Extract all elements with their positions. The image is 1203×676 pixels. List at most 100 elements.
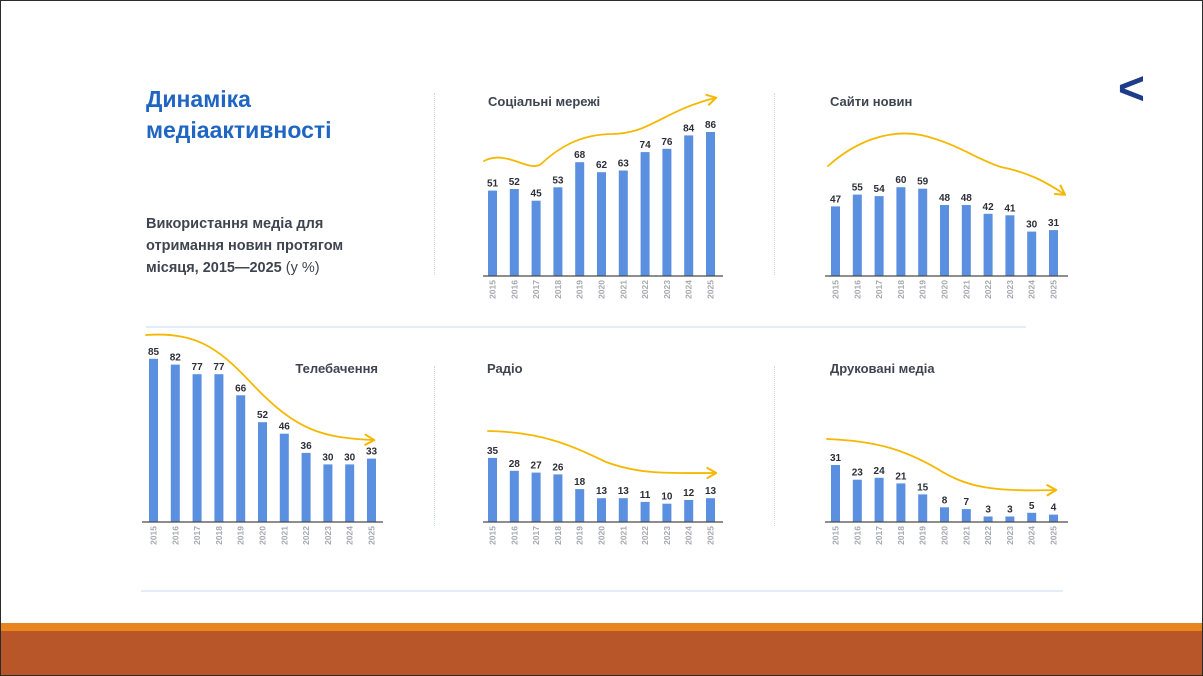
subtitle-unit: (у %)	[281, 260, 320, 276]
data-label-2021: 63	[618, 159, 630, 170]
data-label-2024: 5	[1029, 501, 1035, 512]
data-label-2023: 41	[1004, 203, 1016, 214]
bar-2021	[618, 170, 628, 276]
tick-label-2015: 2015	[488, 526, 498, 545]
tick-label-2015: 2015	[831, 526, 841, 545]
bar-2023	[662, 148, 672, 276]
data-label-2018: 21	[895, 471, 907, 482]
data-label-2017: 24	[874, 466, 886, 477]
bar-2025	[1049, 514, 1058, 522]
bar-2018	[553, 187, 563, 276]
tick-label-2025: 2025	[367, 526, 377, 545]
tick-label-2024: 2024	[345, 526, 355, 545]
data-label-2018: 77	[213, 362, 225, 373]
bar-2019	[575, 162, 585, 276]
tick-label-2017: 2017	[192, 526, 202, 545]
bar-2020	[597, 172, 606, 276]
data-label-2019: 15	[917, 482, 929, 493]
divider-vertical-4	[774, 366, 775, 526]
tick-label-2023: 2023	[1005, 280, 1015, 299]
tick-label-2019: 2019	[918, 526, 928, 545]
tick-label-2016: 2016	[509, 280, 519, 299]
trend-arrow	[483, 93, 718, 167]
bar-2024	[1027, 231, 1037, 276]
data-label-2019: 18	[574, 477, 586, 488]
data-label-2019: 66	[235, 383, 247, 394]
bar-2019	[575, 489, 585, 522]
tick-label-2015: 2015	[488, 280, 498, 299]
data-label-2025: 13	[705, 486, 717, 497]
bar-2018	[896, 483, 906, 522]
tick-label-2020: 2020	[940, 526, 950, 545]
tick-label-2023: 2023	[662, 280, 672, 299]
previous-slide-icon[interactable]: <	[1118, 62, 1145, 114]
chart-print-media: Друковані медіа 31 2015 23 2016 24 2017 21 2018 1…	[825, 361, 1068, 545]
tick-label-2023: 2023	[1005, 526, 1015, 545]
tick-label-2021: 2021	[961, 526, 971, 545]
chart-social-media: Соціальні мережі 51 2015 52 2016 45 2017 53 2018…	[483, 93, 723, 299]
tick-label-2018: 2018	[553, 280, 563, 299]
tick-label-2022: 2022	[301, 526, 311, 545]
data-label-2023: 76	[661, 137, 673, 148]
data-label-2025: 33	[366, 447, 378, 458]
data-label-2022: 42	[983, 202, 995, 213]
bar-2023	[1005, 215, 1015, 276]
title-line-1: Динаміка	[146, 86, 251, 112]
divider-vertical-1	[434, 93, 435, 275]
bar-2017	[531, 472, 541, 522]
bar-2017	[874, 196, 884, 276]
tick-label-2016: 2016	[852, 280, 862, 299]
tick-label-2025: 2025	[1049, 280, 1059, 299]
subtitle-line-2: отримання новин протягом	[146, 238, 344, 254]
tick-label-2021: 2021	[618, 280, 628, 299]
tick-label-2019: 2019	[236, 526, 246, 545]
bar-2025	[367, 458, 376, 522]
bar-2021	[961, 205, 971, 276]
bar-2021	[961, 509, 971, 522]
tick-label-2021: 2021	[961, 280, 971, 299]
bar-2023	[662, 503, 672, 522]
bar-2017	[531, 200, 541, 276]
tick-label-2024: 2024	[1027, 526, 1037, 545]
chart-title-print-media: Друковані медіа	[830, 361, 935, 376]
tick-label-2019: 2019	[575, 280, 585, 299]
tick-label-2016: 2016	[852, 526, 862, 545]
bar-2016	[509, 470, 519, 522]
bar-2022	[983, 516, 993, 522]
tick-label-2017: 2017	[531, 280, 541, 299]
data-label-2024: 84	[683, 123, 695, 134]
bar-2016	[852, 194, 862, 276]
tick-label-2022: 2022	[983, 280, 993, 299]
bar-2020	[940, 205, 949, 276]
tick-label-2025: 2025	[706, 526, 716, 545]
tick-label-2023: 2023	[323, 526, 333, 545]
data-label-2017: 77	[192, 362, 204, 373]
tick-label-2025: 2025	[706, 280, 716, 299]
data-label-2021: 46	[279, 422, 291, 433]
tick-label-2020: 2020	[597, 526, 607, 545]
data-label-2015: 85	[148, 347, 160, 358]
tick-label-2020: 2020	[597, 280, 607, 299]
chart-radio: Радіо 35 2015 28 2016 27 2017 26 2018 18 2019 13 202…	[483, 361, 723, 545]
data-label-2021: 13	[618, 486, 630, 497]
tick-label-2021: 2021	[279, 526, 289, 545]
tick-label-2020: 2020	[258, 526, 268, 545]
trend-arrow	[827, 132, 1067, 196]
data-label-2017: 45	[531, 189, 543, 200]
bar-2023	[323, 464, 333, 522]
bar-2015	[831, 465, 840, 522]
tick-label-2016: 2016	[170, 526, 180, 545]
bar-2024	[684, 500, 694, 522]
tick-label-2024: 2024	[684, 280, 694, 299]
subtitle-line-3: місяця, 2015—2025 (у %)	[146, 257, 396, 279]
trend-arrow	[487, 430, 718, 480]
bar-2022	[640, 152, 650, 276]
bar-2015	[831, 206, 840, 276]
tick-label-2015: 2015	[831, 280, 841, 299]
data-label-2020: 8	[942, 495, 948, 506]
tick-label-2019: 2019	[575, 526, 585, 545]
data-label-2015: 31	[830, 453, 842, 464]
bar-2025	[706, 132, 715, 276]
tick-label-2017: 2017	[874, 280, 884, 299]
data-label-2017: 27	[531, 461, 543, 472]
